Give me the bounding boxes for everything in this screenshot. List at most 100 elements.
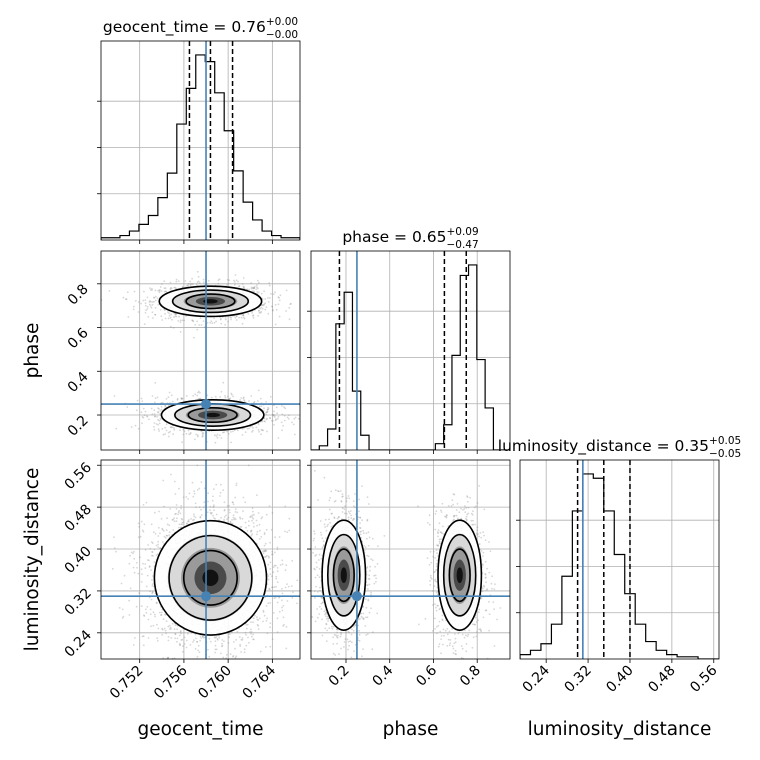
- sample-point: [273, 564, 276, 567]
- sample-point: [269, 541, 271, 544]
- histogram-bar: [667, 655, 677, 659]
- sample-point: [191, 319, 194, 322]
- sample-point: [151, 301, 154, 303]
- sample-point: [164, 536, 167, 539]
- sample-point: [201, 433, 204, 436]
- sample-point: [226, 395, 229, 398]
- sample-point: [286, 583, 288, 585]
- sample-point: [248, 520, 250, 523]
- sample-point: [267, 555, 270, 558]
- sample-point: [246, 288, 249, 291]
- sample-point: [168, 534, 171, 537]
- sample-point: [206, 511, 209, 514]
- sample-point: [281, 405, 283, 407]
- sample-point: [197, 649, 200, 652]
- sample-point: [209, 640, 212, 643]
- hist-panel-phase: phase = 0.65+0.09−0.47: [307, 226, 511, 451]
- sample-point: [163, 505, 165, 508]
- sample-point: [199, 516, 202, 519]
- sample-point: [161, 528, 164, 531]
- sample-point: [275, 406, 278, 409]
- sample-point: [286, 600, 289, 602]
- sample-point: [190, 669, 192, 671]
- sample-point: [177, 513, 180, 516]
- sample-point: [267, 602, 270, 605]
- sample-point: [160, 315, 163, 318]
- sample-point: [217, 279, 220, 282]
- histogram-bar: [272, 236, 281, 240]
- sample-point: [213, 636, 216, 639]
- hist-panel-luminosity_distance-content: [520, 460, 719, 659]
- sample-point: [133, 571, 136, 574]
- sample-point: [214, 441, 217, 444]
- sample-point: [202, 506, 205, 509]
- sample-point: [169, 325, 172, 328]
- sample-point: [160, 611, 163, 614]
- sample-point: [211, 322, 214, 324]
- sample-point: [161, 401, 164, 404]
- sample-point: [153, 548, 156, 551]
- title-main: geocent_time = 0.76: [103, 18, 266, 37]
- sample-point: [244, 431, 247, 433]
- sample-point: [149, 608, 152, 611]
- sample-point: [234, 518, 237, 521]
- sample-point: [195, 637, 197, 640]
- sample-point: [157, 411, 160, 413]
- sample-point: [170, 313, 173, 316]
- sample-point: [250, 529, 253, 532]
- sample-point: [232, 430, 234, 433]
- sample-point: [240, 651, 243, 653]
- sample-point: [256, 616, 258, 619]
- histogram-bar: [148, 215, 157, 240]
- sample-point: [268, 417, 271, 419]
- sample-point: [267, 406, 269, 409]
- sample-point: [146, 606, 149, 608]
- sample-point: [171, 622, 174, 625]
- sample-point: [248, 288, 251, 291]
- sample-point: [258, 281, 260, 284]
- sample-point: [144, 608, 147, 611]
- sample-point: [178, 315, 181, 318]
- sample-point: [223, 518, 226, 521]
- sample-point: [271, 512, 274, 514]
- sample-point: [237, 280, 239, 283]
- sample-point: [276, 617, 279, 620]
- sample-point: [257, 429, 260, 431]
- sample-point: [146, 308, 149, 310]
- sample-point: [126, 291, 129, 294]
- sample-point: [256, 618, 259, 621]
- sample-point: [155, 544, 158, 547]
- sample-point: [246, 427, 249, 430]
- sample-point: [234, 496, 237, 499]
- sample-point: [142, 416, 145, 419]
- sample-point: [281, 413, 284, 416]
- sample-point: [159, 547, 162, 550]
- sample-point: [243, 396, 245, 399]
- hist-title-luminosity_distance: luminosity_distance = 0.35+0.05: [498, 435, 741, 456]
- sample-point: [263, 417, 266, 420]
- sample-point: [228, 509, 231, 511]
- sample-point: [151, 289, 153, 291]
- sample-point: [149, 613, 152, 615]
- sample-point: [243, 400, 246, 402]
- sample-point: [163, 287, 166, 290]
- histogram-bar: [167, 173, 176, 240]
- sample-point: [226, 430, 229, 433]
- sample-point: [113, 395, 116, 397]
- sample-point: [251, 635, 253, 638]
- sample-point: [173, 520, 176, 523]
- sample-point: [208, 655, 211, 658]
- sample-point: [115, 550, 117, 553]
- sample-point: [215, 513, 218, 516]
- sample-point: [276, 631, 279, 633]
- sample-point: [232, 516, 235, 519]
- sample-point: [271, 550, 274, 553]
- sample-point: [242, 316, 245, 319]
- sample-point: [251, 533, 254, 536]
- sample-point: [288, 414, 290, 417]
- sample-point: [165, 398, 168, 400]
- sample-point: [220, 652, 222, 655]
- sample-point: [115, 427, 118, 430]
- sample-point: [164, 433, 167, 435]
- sample-point: [220, 390, 223, 393]
